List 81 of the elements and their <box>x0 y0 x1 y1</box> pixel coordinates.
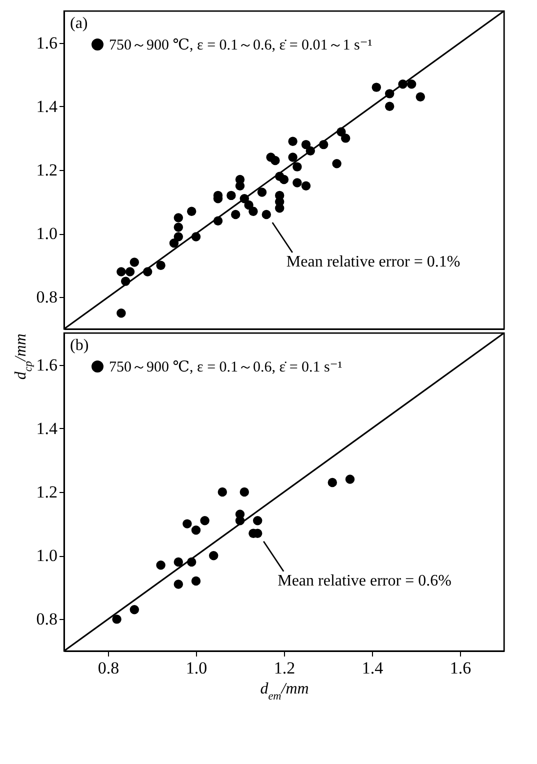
point <box>235 181 245 190</box>
point <box>116 267 126 276</box>
point <box>398 80 408 89</box>
point <box>230 210 240 220</box>
y-tick-label: 1.2 <box>36 160 58 180</box>
legend-label: 750～900 ℃, ε = 0.1～0.6, ε̇ = 0.1 s⁻¹ <box>109 360 342 376</box>
point <box>384 102 394 111</box>
x-tick-label: 1.6 <box>450 658 472 678</box>
legend-label: 750～900 ℃, ε = 0.1～0.6, ε̇ = 0.01～1 s⁻¹ <box>109 38 372 54</box>
point <box>182 519 192 528</box>
point <box>174 222 184 232</box>
point <box>372 82 382 92</box>
point <box>191 232 201 242</box>
point <box>288 152 298 162</box>
x-axis-title: d$_{em}$/mm <box>260 680 309 702</box>
point <box>226 190 236 200</box>
annotation: Mean relative error = 0.6% <box>278 572 452 590</box>
point <box>142 267 152 276</box>
point <box>288 136 298 146</box>
point <box>248 206 258 216</box>
point <box>306 146 316 156</box>
y-tick-label: 1.6 <box>36 355 58 374</box>
point <box>384 89 394 98</box>
point <box>112 614 122 624</box>
point <box>328 478 338 488</box>
point <box>301 181 311 190</box>
point <box>274 204 284 213</box>
point <box>292 162 302 172</box>
y-tick-label: 1.6 <box>36 33 58 52</box>
point <box>186 206 196 216</box>
point <box>156 260 166 270</box>
x-tick-label: 1.0 <box>186 658 208 678</box>
point <box>116 308 126 318</box>
point <box>213 216 223 226</box>
annotation: (a) <box>70 15 88 32</box>
point <box>174 213 184 222</box>
point <box>200 516 210 526</box>
point <box>156 560 166 570</box>
point <box>270 156 280 166</box>
annotation: Mean relative error = 0.1% <box>286 254 460 271</box>
point <box>191 576 201 586</box>
point <box>240 194 250 204</box>
point <box>262 210 272 220</box>
point <box>240 487 250 497</box>
point <box>169 238 179 248</box>
point <box>125 267 135 276</box>
point <box>244 200 254 210</box>
point <box>130 258 140 267</box>
point <box>186 557 196 567</box>
point <box>279 174 289 184</box>
annotation: (b) <box>70 337 89 354</box>
point <box>174 557 184 567</box>
point <box>318 140 328 150</box>
y-tick-label: 1.0 <box>36 224 58 244</box>
point <box>340 134 350 143</box>
point <box>345 474 355 484</box>
y-tick-label: 1.4 <box>36 96 58 116</box>
point <box>130 605 140 614</box>
y-tick-label: 1.2 <box>36 482 58 502</box>
point <box>257 188 267 197</box>
point <box>218 487 228 497</box>
y-tick-label: 1.0 <box>36 546 58 566</box>
point <box>301 140 311 150</box>
point <box>120 276 130 286</box>
point <box>252 516 262 526</box>
point <box>191 526 201 535</box>
x-tick-label: 1.2 <box>274 658 296 678</box>
point <box>235 516 245 526</box>
point <box>292 178 302 188</box>
point <box>332 159 342 168</box>
x-tick-label: 1.4 <box>362 658 384 678</box>
point <box>416 92 426 102</box>
x-tick-label: 0.8 <box>98 658 120 678</box>
point <box>208 551 218 560</box>
point <box>336 127 346 136</box>
point <box>406 80 416 89</box>
y-tick-label: 0.8 <box>36 610 58 629</box>
point <box>174 232 184 242</box>
point <box>174 580 184 589</box>
y-tick-label: 1.4 <box>36 418 58 438</box>
y-tick-label: 0.8 <box>36 288 58 307</box>
